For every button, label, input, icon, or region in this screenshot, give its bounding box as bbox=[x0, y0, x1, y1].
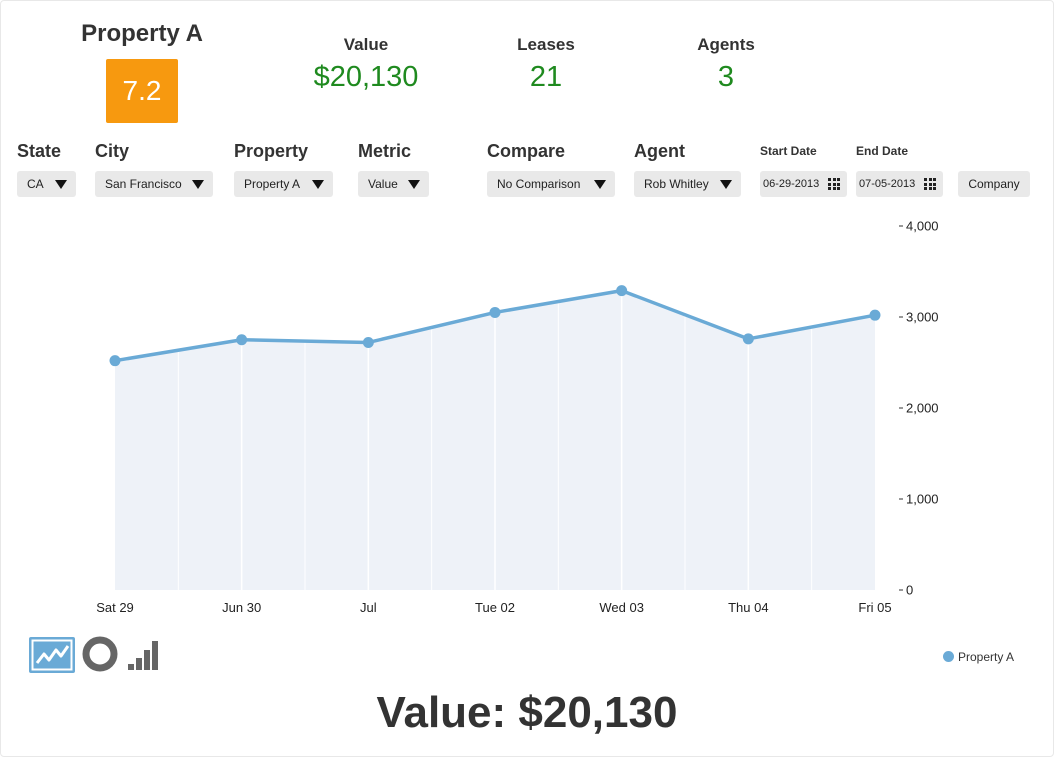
data-point[interactable] bbox=[742, 333, 754, 345]
state-select[interactable]: CA bbox=[17, 171, 76, 197]
legend-swatch bbox=[943, 651, 954, 662]
metric-select[interactable]: Value bbox=[358, 171, 429, 197]
compare-label: Compare bbox=[487, 141, 566, 161]
x-tick-label: Sat 29 bbox=[96, 600, 134, 615]
end-date-input[interactable]: 07-05-2013 bbox=[856, 171, 943, 197]
chart-legend[interactable]: Property A bbox=[943, 650, 1014, 664]
y-tick-label: 2,000 bbox=[906, 401, 939, 416]
x-tick-label: Tue 02 bbox=[475, 600, 515, 615]
y-tick-label: 0 bbox=[906, 583, 913, 598]
value-area-chart: 0 1,000 2,000 3,000 4,000 Sat 29 Jun 30 Jul Tue… bbox=[96, 219, 939, 616]
chevron-down-icon bbox=[720, 180, 732, 189]
agent-select[interactable]: Rob Whitley bbox=[634, 171, 741, 197]
agent-label: Agent bbox=[634, 141, 685, 161]
bar-chart-icon bbox=[128, 641, 158, 670]
city-select[interactable]: San Francisco bbox=[95, 171, 213, 197]
x-axis: Sat 29 Jun 30 Jul Tue 02 Wed 03 Thu 04 Fri 05 bbox=[96, 600, 891, 615]
stat-leases-label: Leases bbox=[517, 35, 575, 54]
chevron-down-icon bbox=[408, 180, 420, 189]
legend-label: Property A bbox=[958, 650, 1015, 664]
city-label: City bbox=[95, 141, 130, 161]
property-title: Property A bbox=[81, 20, 203, 47]
metric-label: Metric bbox=[358, 141, 412, 161]
donut-chart-button[interactable] bbox=[80, 635, 124, 673]
data-point[interactable] bbox=[616, 285, 628, 297]
stat-leases: Leases 21 bbox=[486, 35, 606, 94]
state-select-value: CA bbox=[27, 177, 44, 191]
x-tick-label: Jun 30 bbox=[222, 600, 261, 615]
score-badge: 7.2 bbox=[106, 59, 178, 123]
calendar-icon[interactable] bbox=[828, 178, 840, 190]
x-tick-label: Jul bbox=[360, 600, 377, 615]
compare-select-value: No Comparison bbox=[497, 177, 581, 191]
line-chart-button[interactable] bbox=[29, 637, 75, 673]
data-point[interactable] bbox=[489, 306, 501, 318]
end-date-value: 07-05-2013 bbox=[859, 178, 916, 190]
start-date-label: Start Date bbox=[760, 144, 817, 158]
data-point[interactable] bbox=[109, 355, 121, 367]
stat-agents: Agents 3 bbox=[666, 35, 786, 94]
chart-vertical-gridlines bbox=[177, 290, 813, 590]
x-tick-label: Fri 05 bbox=[858, 600, 891, 615]
stat-value-number: $20,130 bbox=[313, 61, 419, 93]
end-date-label: End Date bbox=[856, 144, 909, 158]
y-tick-label: 4,000 bbox=[906, 219, 939, 234]
property-label: Property bbox=[234, 141, 309, 161]
stat-leases-number: 21 bbox=[529, 61, 563, 93]
start-date-value: 06-29-2013 bbox=[763, 178, 820, 190]
y-tick-label: 3,000 bbox=[906, 310, 939, 325]
city-select-value: San Francisco bbox=[105, 177, 182, 191]
start-date-input[interactable]: 06-29-2013 bbox=[760, 171, 847, 197]
line-chart-icon bbox=[31, 639, 73, 671]
property-select[interactable]: Property A bbox=[234, 171, 333, 197]
metric-select-value: Value bbox=[368, 177, 398, 191]
bar-chart-button[interactable] bbox=[124, 635, 168, 673]
chevron-down-icon bbox=[55, 180, 67, 189]
property-select-value: Property A bbox=[244, 177, 301, 191]
x-tick-label: Thu 04 bbox=[728, 600, 768, 615]
company-button[interactable]: Company bbox=[958, 171, 1030, 197]
stat-agents-number: 3 bbox=[717, 61, 735, 93]
stat-value-label: Value bbox=[343, 35, 389, 54]
chevron-down-icon bbox=[192, 180, 204, 189]
stat-agents-label: Agents bbox=[697, 35, 755, 54]
data-point[interactable] bbox=[362, 336, 374, 348]
y-axis: 0 1,000 2,000 3,000 4,000 bbox=[899, 219, 939, 598]
series-points bbox=[109, 285, 881, 367]
data-point[interactable] bbox=[236, 334, 248, 346]
compare-select[interactable]: No Comparison bbox=[487, 171, 615, 197]
y-tick-label: 1,000 bbox=[906, 492, 939, 507]
x-tick-label: Wed 03 bbox=[599, 600, 644, 615]
agent-select-value: Rob Whitley bbox=[644, 177, 709, 191]
chevron-down-icon bbox=[312, 180, 324, 189]
donut-chart-icon bbox=[82, 636, 118, 672]
summary-value: Value: $20,130 bbox=[376, 688, 678, 737]
state-label: State bbox=[17, 141, 62, 161]
calendar-icon[interactable] bbox=[924, 178, 936, 190]
stat-value: Value $20,130 bbox=[296, 35, 436, 94]
data-point[interactable] bbox=[869, 309, 881, 321]
chevron-down-icon bbox=[594, 180, 606, 189]
